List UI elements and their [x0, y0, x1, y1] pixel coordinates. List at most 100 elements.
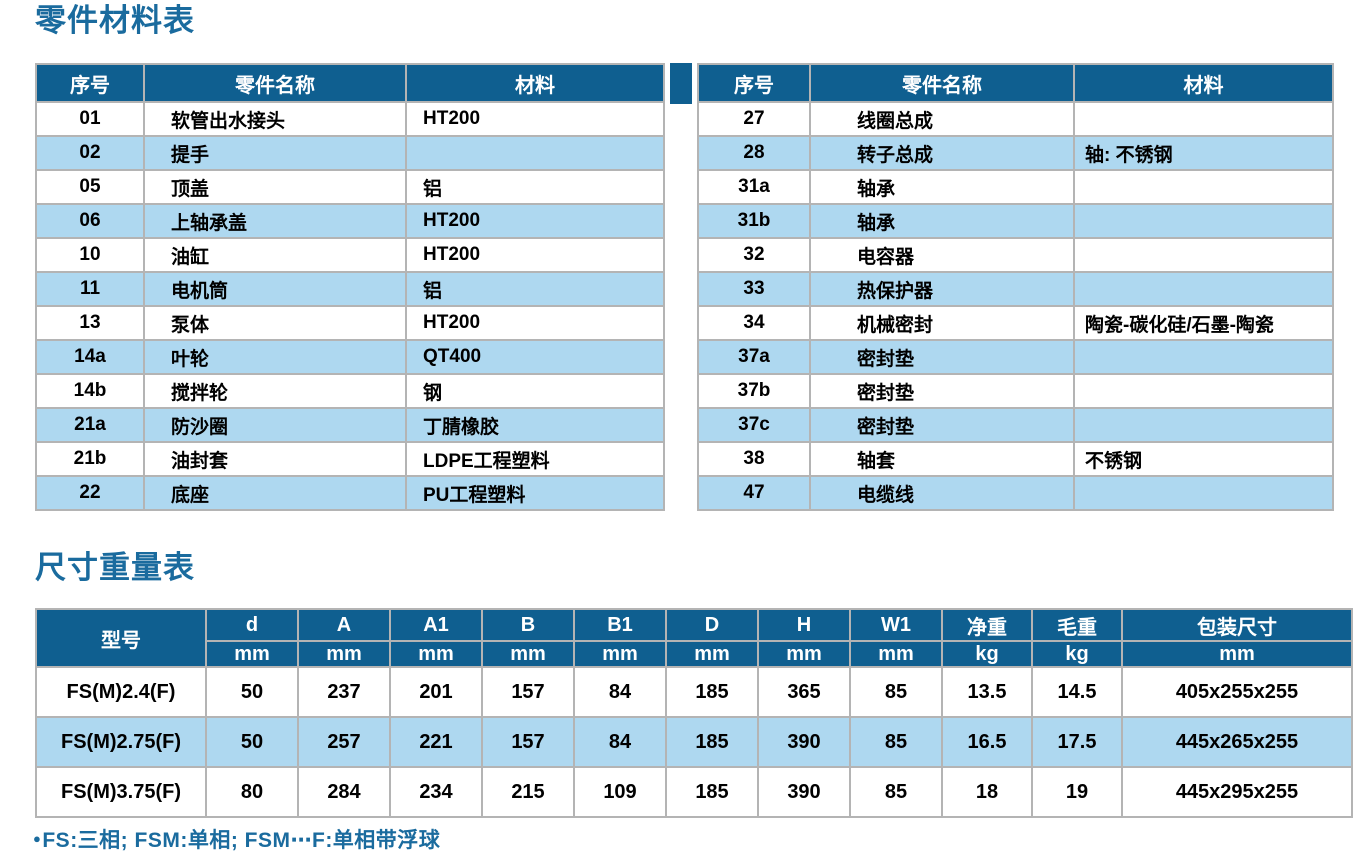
part-row: 37c 密封垫	[697, 407, 1334, 443]
size-row: FS(M)3.75(F) 80 284 234 215 109 185 390 …	[35, 766, 1353, 818]
table-gap-column	[665, 63, 697, 104]
part-name-cell: 软管出水接头	[143, 101, 407, 137]
value-cell: 185	[665, 716, 759, 768]
value-cell: 85	[849, 666, 943, 718]
part-name-cell: 防沙圈	[143, 407, 407, 443]
part-material-cell: 铝	[405, 169, 665, 205]
part-name-cell: 油缸	[143, 237, 407, 273]
col-header-d2: D	[665, 608, 759, 642]
value-cell: 16.5	[941, 716, 1033, 768]
part-material-cell	[1073, 373, 1334, 409]
part-material-cell: 不锈钢	[1073, 441, 1334, 477]
part-no-cell: 01	[35, 101, 145, 137]
part-material-cell: PU工程塑料	[405, 475, 665, 511]
footnote: ●FS:三相; FSM:单相; FSM⋯F:单相带浮球	[33, 824, 440, 854]
part-name-cell: 顶盖	[143, 169, 407, 205]
value-cell: 185	[665, 666, 759, 718]
part-no-cell: 22	[35, 475, 145, 511]
value-cell: 445x295x255	[1121, 766, 1353, 818]
part-name-cell: 泵体	[143, 305, 407, 341]
part-material-cell: 铝	[405, 271, 665, 307]
value-cell: 257	[297, 716, 391, 768]
part-material-cell	[1073, 169, 1334, 205]
col-header-a1: A1	[389, 608, 483, 642]
value-cell: 13.5	[941, 666, 1033, 718]
part-row: 27 线圈总成	[697, 101, 1334, 137]
part-material-cell	[1073, 101, 1334, 137]
part-row: 21b 油封套 LDPE工程塑料	[35, 441, 665, 477]
part-material-cell: HT200	[405, 305, 665, 341]
part-name-cell: 上轴承盖	[143, 203, 407, 239]
col-header-w1: W1	[849, 608, 943, 642]
part-row: 47 电缆线	[697, 475, 1334, 511]
part-name-cell: 密封垫	[809, 373, 1075, 409]
part-name-cell: 轴承	[809, 169, 1075, 205]
size-header-unit-row: mm mm mm mm mm mm mm mm kg kg mm	[36, 640, 1353, 668]
part-material-cell	[1073, 237, 1334, 273]
unit-header: mm	[573, 640, 667, 668]
part-row: 37b 密封垫	[697, 373, 1334, 409]
part-material-cell	[1073, 407, 1334, 443]
part-material-cell: 丁腈橡胶	[405, 407, 665, 443]
part-name-cell: 热保护器	[809, 271, 1075, 307]
unit-header: mm	[1121, 640, 1353, 668]
part-name-cell: 线圈总成	[809, 101, 1075, 137]
part-no-cell: 38	[697, 441, 811, 477]
col-header-material: 材料	[405, 63, 665, 103]
size-weight-table: 型号 d A A1 B B1 D H W1 净重 毛重 包装尺寸 mm mm m…	[35, 608, 1353, 818]
value-cell: 85	[849, 716, 943, 768]
parts-table-title: 零件材料表	[35, 3, 195, 38]
part-material-cell	[1073, 339, 1334, 375]
part-name-cell: 转子总成	[809, 135, 1075, 171]
part-no-cell: 33	[697, 271, 811, 307]
part-material-cell: LDPE工程塑料	[405, 441, 665, 477]
col-header-material: 材料	[1073, 63, 1334, 103]
part-row: 13 泵体 HT200	[35, 305, 665, 341]
part-no-cell: 05	[35, 169, 145, 205]
value-cell: 237	[297, 666, 391, 718]
part-name-cell: 电机筒	[143, 271, 407, 307]
value-cell: 84	[573, 716, 667, 768]
unit-header: mm	[205, 640, 299, 668]
value-cell: 17.5	[1031, 716, 1123, 768]
part-name-cell: 轴套	[809, 441, 1075, 477]
part-name-cell: 密封垫	[809, 339, 1075, 375]
part-name-cell: 轴承	[809, 203, 1075, 239]
model-cell: FS(M)2.4(F)	[35, 666, 207, 718]
part-no-cell: 31a	[697, 169, 811, 205]
part-material-cell: 轴: 不锈钢	[1073, 135, 1334, 171]
part-material-cell: HT200	[405, 101, 665, 137]
part-no-cell: 34	[697, 305, 811, 341]
part-no-cell: 13	[35, 305, 145, 341]
unit-header: mm	[849, 640, 943, 668]
part-row: 33 热保护器	[697, 271, 1334, 307]
value-cell: 50	[205, 666, 299, 718]
part-material-cell: 钢	[405, 373, 665, 409]
part-row: 38 轴套 不锈钢	[697, 441, 1334, 477]
footnote-text: FS:三相; FSM:单相; FSM⋯F:单相带浮球	[42, 829, 441, 852]
part-material-cell: HT200	[405, 237, 665, 273]
part-material-cell: QT400	[405, 339, 665, 375]
part-material-cell	[1073, 203, 1334, 239]
part-name-cell: 密封垫	[809, 407, 1075, 443]
size-header-label-row: 型号 d A A1 B B1 D H W1 净重 毛重 包装尺寸	[35, 608, 1353, 668]
parts-table-left: 序号 零件名称 材料 01 软管出水接头 HT200 02 提手 05 顶盖铝 06 上轴…	[35, 63, 665, 511]
model-cell: FS(M)3.75(F)	[35, 766, 207, 818]
part-no-cell: 31b	[697, 203, 811, 239]
part-name-cell: 电容器	[809, 237, 1075, 273]
unit-header: mm	[481, 640, 575, 668]
part-name-cell: 油封套	[143, 441, 407, 477]
part-no-cell: 21b	[35, 441, 145, 477]
part-material-cell	[405, 135, 665, 171]
part-row: 22 底座 PU工程塑料	[35, 475, 665, 511]
value-cell: 85	[849, 766, 943, 818]
value-cell: 19	[1031, 766, 1123, 818]
part-row: 11 电机筒铝	[35, 271, 665, 307]
value-cell: 234	[389, 766, 483, 818]
value-cell: 221	[389, 716, 483, 768]
part-no-cell: 37b	[697, 373, 811, 409]
value-cell: 215	[481, 766, 575, 818]
col-header-no: 序号	[35, 63, 145, 103]
part-row: 14a 叶轮 QT400	[35, 339, 665, 375]
